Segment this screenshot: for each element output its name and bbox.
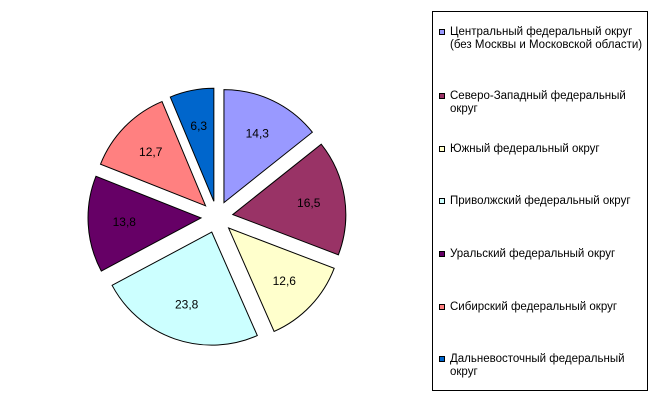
legend-label-ural: Уральский федеральный округ bbox=[450, 248, 616, 260]
slice-label-fareast: 6,3 bbox=[190, 119, 207, 133]
pie-slice-central bbox=[223, 89, 314, 204]
legend-swatch-ural bbox=[439, 251, 445, 257]
slice-label-central: 14,3 bbox=[246, 126, 270, 140]
slice-label-northwest: 16,5 bbox=[297, 196, 321, 210]
slice-label-south: 12,6 bbox=[273, 274, 297, 288]
legend-swatch-south bbox=[439, 146, 445, 152]
legend-label-northwest: Северо-Западный федеральный округ bbox=[450, 90, 626, 115]
legend-swatch-central bbox=[439, 29, 445, 35]
legend-entry-fareast: Дальневосточный федеральный округ bbox=[439, 353, 645, 379]
legend-entry-central: Центральный федеральный округ (без Москв… bbox=[439, 26, 645, 52]
pie-slice-ural bbox=[87, 175, 203, 272]
legend-entry-volga: Приволжский федеральный округ bbox=[439, 195, 645, 208]
pie-slice-siberia bbox=[99, 100, 207, 207]
legend-swatch-northwest bbox=[439, 93, 445, 99]
legend-label-volga: Приволжский федеральный округ bbox=[450, 195, 631, 207]
legend-entry-northwest: Северо-Западный федеральный округ bbox=[439, 90, 645, 116]
legend-label-siberia: Сибирский федеральный округ bbox=[450, 301, 618, 313]
legend-label-central: Центральный федеральный округ (без Москв… bbox=[450, 26, 643, 51]
pie-slice-south bbox=[227, 227, 335, 333]
legend-entry-south: Южный федеральный округ bbox=[439, 143, 645, 156]
legend-entry-ural: Уральский федеральный округ bbox=[439, 248, 645, 261]
slice-label-ural: 13,8 bbox=[113, 215, 137, 229]
slice-label-volga: 23,8 bbox=[175, 298, 199, 312]
pie-slice-volga bbox=[111, 231, 258, 346]
pie-chart: 14,3 16,5 12,6 23,8 13,8 12,7 6,3 bbox=[87, 87, 347, 346]
legend: Центральный федеральный округ (без Москв… bbox=[432, 11, 648, 391]
legend-label-fareast: Дальневосточный федеральный округ bbox=[450, 353, 625, 378]
legend-swatch-volga bbox=[439, 198, 445, 204]
legend-swatch-fareast bbox=[439, 356, 445, 362]
pie-slice-fareast bbox=[169, 87, 215, 202]
pie-slice-northwest bbox=[231, 143, 347, 256]
slice-label-siberia: 12,7 bbox=[139, 145, 163, 159]
legend-label-south: Южный федеральный округ bbox=[450, 143, 600, 155]
legend-entry-siberia: Сибирский федеральный округ bbox=[439, 301, 645, 314]
legend-swatch-siberia bbox=[439, 304, 445, 310]
